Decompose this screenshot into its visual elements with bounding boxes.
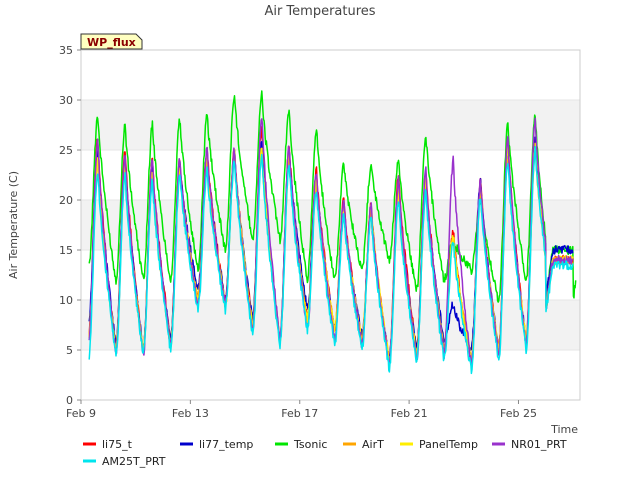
y-tick-label: 0 [66, 394, 73, 407]
chart-title: Air Temperatures [264, 4, 375, 19]
grid-band [81, 50, 580, 100]
grid-band [81, 100, 580, 150]
legend-label: Tsonic [293, 438, 327, 451]
legend-label: NR01_PRT [511, 438, 567, 451]
site-badge: WP_flux [80, 33, 143, 50]
x-tick-label: Feb 25 [500, 407, 537, 420]
series-line-am25t-prt [88, 145, 574, 375]
x-axis-label: Time [550, 423, 578, 436]
y-axis: 0 5 10 15 20 25 30 35 [59, 44, 81, 407]
grid-band [81, 350, 580, 400]
x-tick-label: Feb 21 [391, 407, 428, 420]
legend: li75_t li77_temp Tsonic AirT PanelTemp NR01_P… [83, 438, 567, 468]
legend-label: li77_temp [199, 438, 253, 451]
legend-label: AirT [362, 438, 384, 451]
y-tick-label: 30 [59, 94, 73, 107]
y-tick-label: 5 [66, 344, 73, 357]
site-badge-box [80, 33, 143, 50]
x-tick-label: Feb 17 [281, 407, 318, 420]
x-tick-label: Feb 13 [172, 407, 209, 420]
y-tick-label: 25 [59, 144, 73, 157]
series-lines [88, 90, 577, 375]
y-tick-label: 35 [59, 44, 73, 57]
x-tick-label: Feb 9 [66, 407, 96, 420]
site-badge-label: WP_flux [87, 36, 136, 49]
y-axis-label: Air Temperature (C) [7, 171, 20, 279]
y-tick-label: 10 [59, 294, 73, 307]
y-tick-label: 15 [59, 244, 73, 257]
grid-band [81, 150, 580, 200]
legend-label: PanelTemp [419, 438, 478, 451]
plot-frame [80, 49, 581, 401]
legend-label: li75_t [102, 438, 133, 451]
series-line-tsonic [88, 90, 577, 303]
x-axis: Feb 9 Feb 13 Feb 17 Feb 21 Feb 25 [66, 400, 537, 420]
legend-label: AM25T_PRT [102, 455, 166, 468]
y-tick-label: 20 [59, 194, 73, 207]
